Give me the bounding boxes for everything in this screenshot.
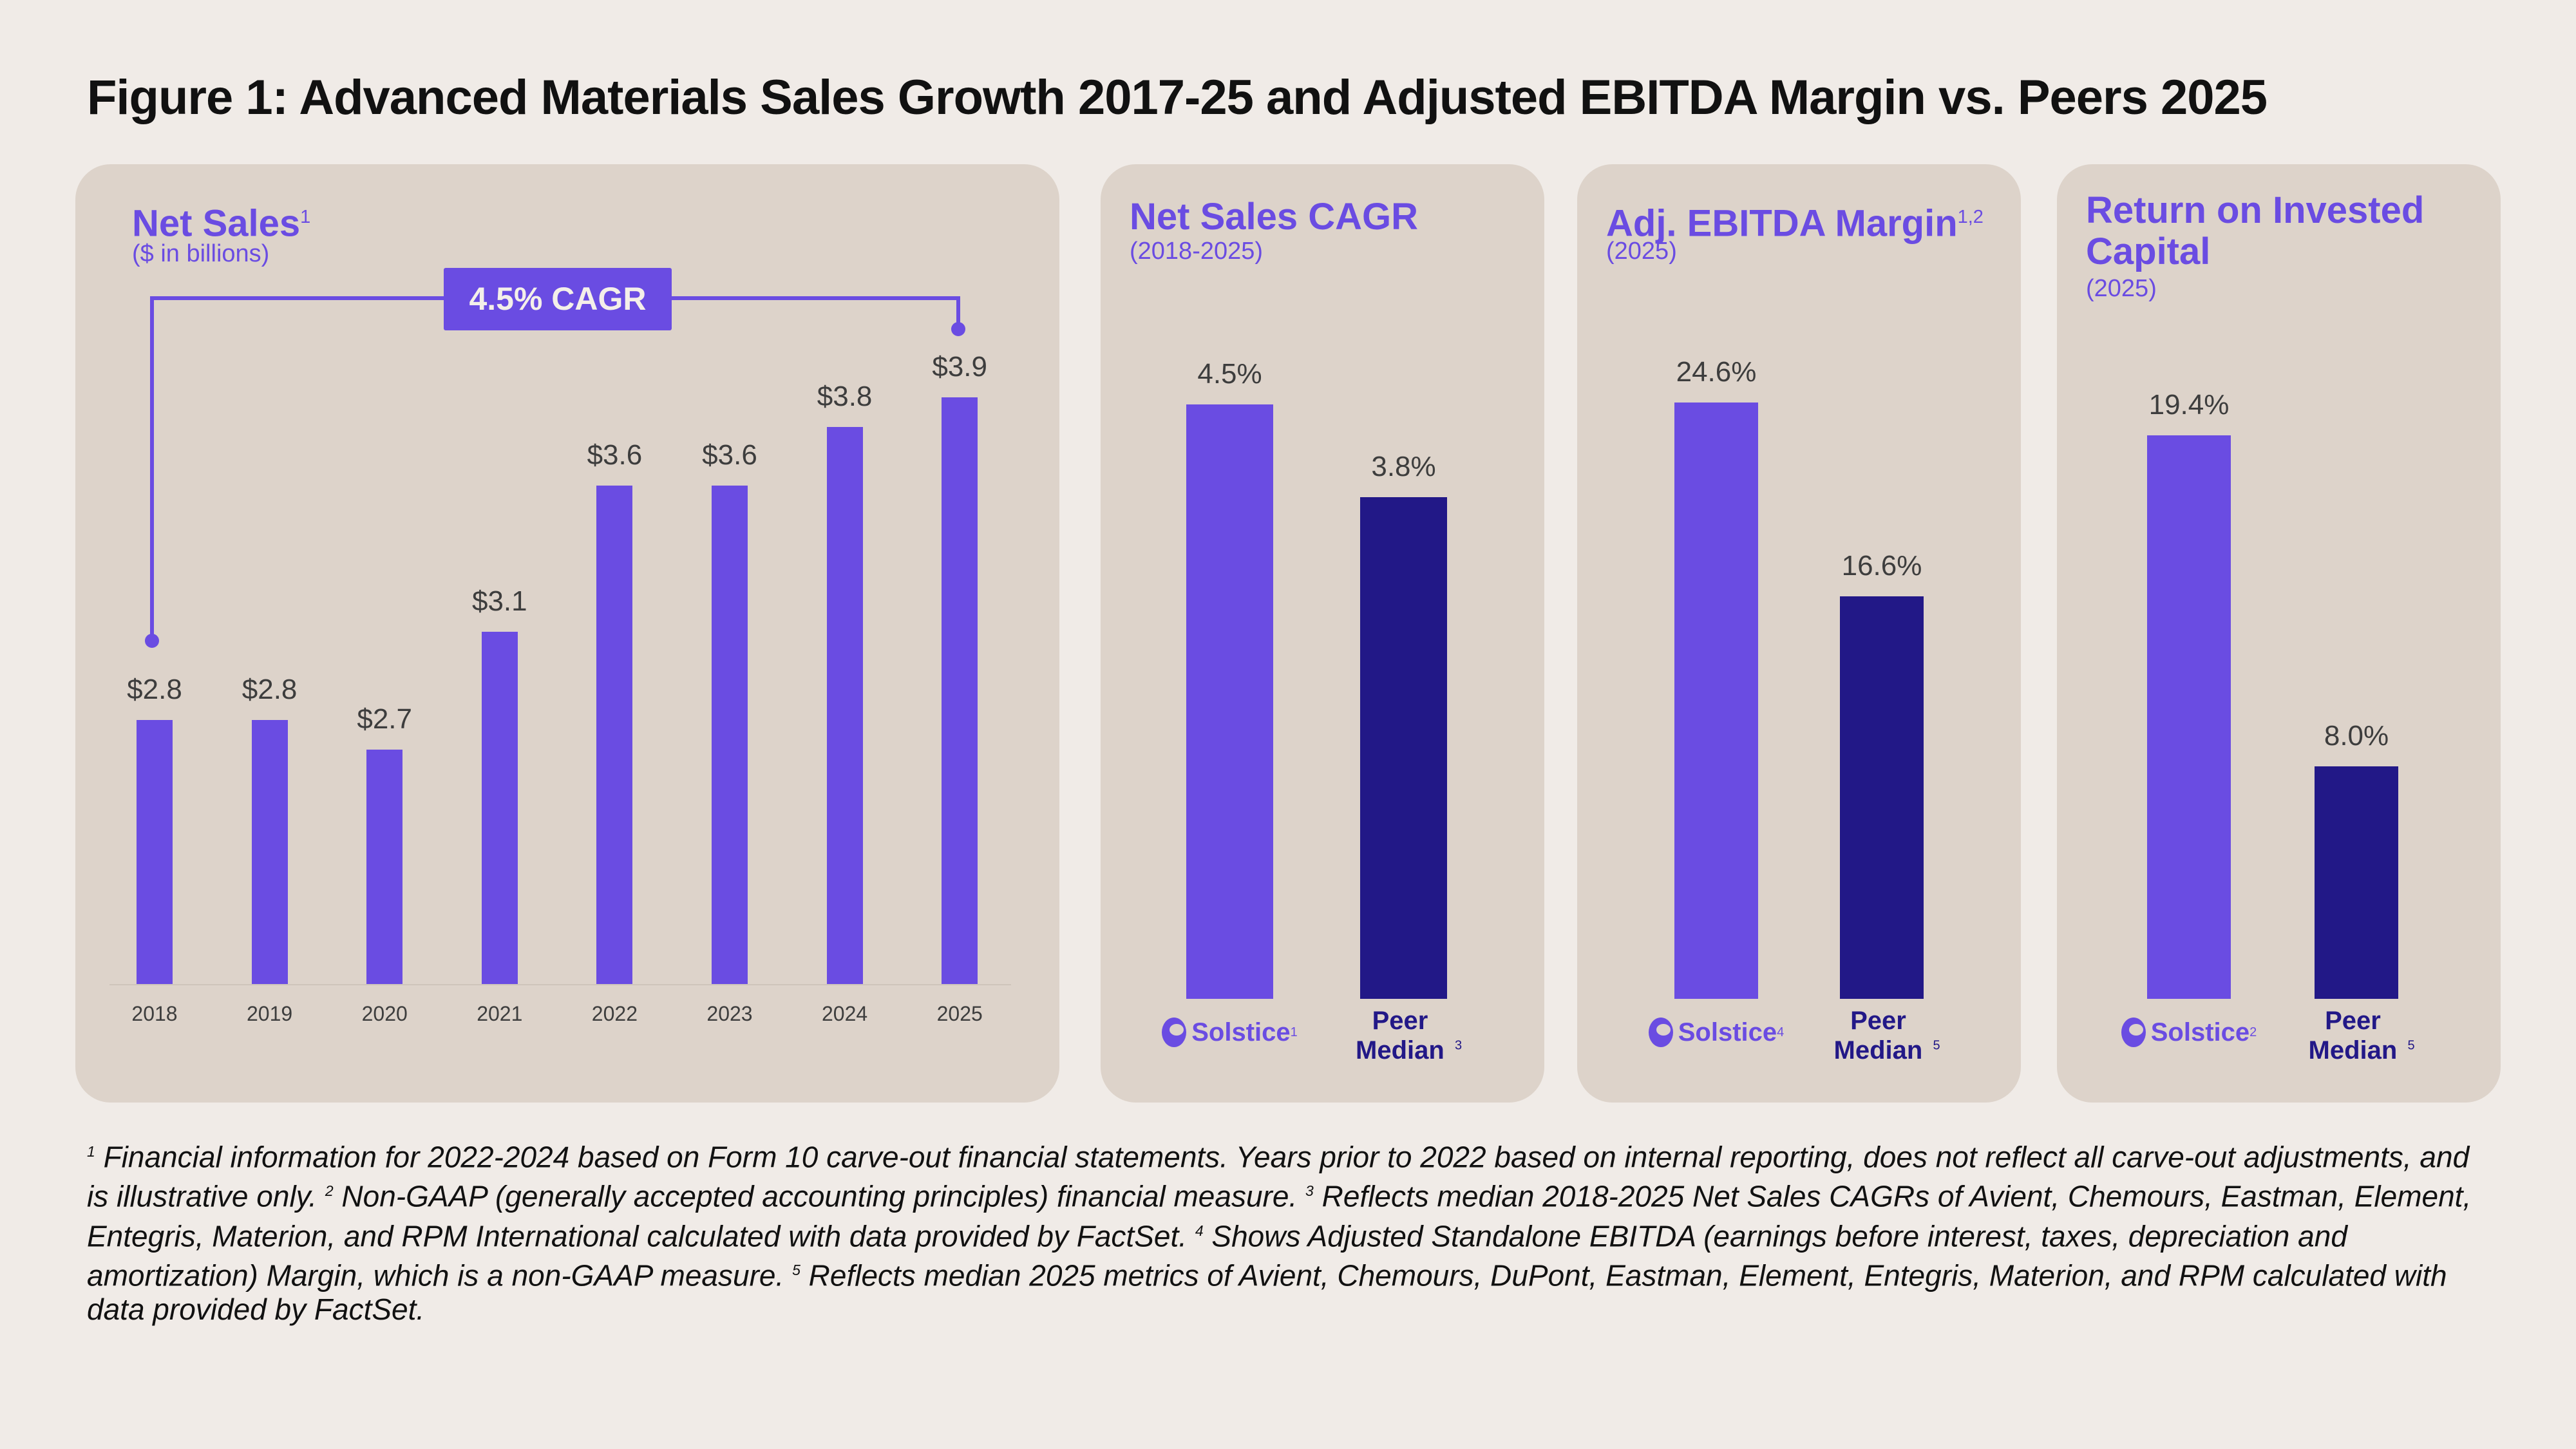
footnote-ref: 1,2 [1957,207,1984,227]
footnote-ref: 1 [1290,1025,1298,1039]
x-tick-label: 2024 [822,1002,868,1025]
data-label: $3.1 [471,585,527,618]
peer-median-label: Peer Median 5 [2273,1006,2440,1065]
data-label: 16.6% [1841,550,1922,582]
x-tick-label: 2022 [591,1002,638,1025]
solstice-logo-icon [1162,1018,1187,1047]
bar-solstice [2147,435,2231,999]
ebitda-margin-panel: Adj. EBITDA Margin1,2 (2025) [1577,164,2021,1103]
cagr-bracket-left [150,296,154,641]
cagr-badge: 4.5% CAGR [444,268,672,330]
category-label: Peer Median [2308,1007,2398,1065]
data-label: $3.6 [702,439,757,471]
category-label: Solstice [1678,1018,1777,1046]
panel-title-text: Net Sales [132,202,301,245]
solstice-logo-icon [2121,1018,2146,1047]
panel-title: Return on Invested Capital [2086,189,2425,272]
bar-solstice [1674,402,1758,999]
data-label: $2.7 [357,703,412,735]
bar-2020 [366,749,403,984]
data-label: 4.5% [1197,358,1262,390]
footnote-text: Reflects median 2025 metrics of Avient, … [87,1258,2447,1327]
category-label: Solstice [1191,1018,1291,1046]
net-sales-cagr-panel: Net Sales CAGR (2018-2025) [1101,164,1544,1103]
footnote-text: Financial information for 2022-2024 base… [87,1140,2470,1213]
panel-title: Adj. EBITDA Margin1,2 [1606,196,1984,244]
bar-solstice [1186,404,1273,999]
footnote-number: 4 [1195,1222,1204,1239]
solstice-logo-icon [1648,1018,1673,1047]
bar-peer-median [1360,497,1447,999]
panel-title-text: Adj. EBITDA Margin [1606,202,1958,245]
footnote-ref: 5 [1933,1038,1940,1053]
cagr-bracket-right-dot [951,322,965,336]
footnote-ref: 5 [2407,1038,2415,1053]
solstice-logo-label: Solstice 2 [2105,1018,2273,1047]
solstice-logo-label: Solstice 4 [1633,1018,1800,1047]
panel-subtitle: (2025) [2086,275,2157,302]
peer-median-label: Peer Median 3 [1320,1006,1488,1065]
bar-2022 [596,485,633,984]
category-label: Peer Median [1356,1007,1444,1065]
footnote-text: Non-GAAP (generally accepted accounting … [333,1179,1306,1213]
figure-title: Figure 1: Advanced Materials Sales Growt… [87,70,2268,125]
data-label: $2.8 [127,674,182,706]
footnotes: 1 Financial information for 2022-2024 ba… [87,1135,2496,1327]
footnote-number: 5 [792,1261,800,1278]
cagr-bracket-right [956,296,960,332]
data-label: $3.9 [932,351,987,383]
bar-2025 [942,397,978,984]
data-label: 24.6% [1676,356,1757,388]
cagr-bracket-left-dot [145,634,159,648]
footnote-ref: 1 [300,207,311,227]
x-tick-label: 2025 [936,1002,983,1025]
panel-subtitle: (2018-2025) [1130,238,1264,265]
bar-2023 [712,485,748,984]
data-label: 3.8% [1371,450,1436,482]
bar-2024 [826,426,863,984]
footnote-number: 2 [325,1182,334,1200]
footnote-text: Shows Adjusted Standalone EBITDA (earnin… [87,1218,2347,1293]
panel-subtitle: ($ in billions) [132,240,270,267]
x-tick-label: 2019 [247,1002,293,1025]
footnote-number: 3 [1305,1182,1314,1200]
footnote-ref: 2 [2249,1025,2257,1039]
data-label: 19.4% [2148,389,2230,421]
roic-panel: Return on Invested Capital (2025) [2057,164,2501,1103]
x-tick-label: 2020 [361,1002,408,1025]
bar-2021 [481,632,518,984]
x-axis-line [109,984,1011,985]
bar-peer-median [1840,596,1924,999]
panel-title: Net Sales1 [132,196,310,244]
footnote-text: Reflects median 2018-2025 Net Sales CAGR… [87,1179,2472,1253]
footnote-ref: 4 [1777,1025,1785,1039]
data-label: $3.6 [587,439,643,471]
solstice-logo-label: Solstice 1 [1146,1018,1314,1047]
bar-2018 [137,720,173,984]
footnote-number: 1 [87,1143,95,1160]
category-label: Peer Median [1833,1007,1923,1065]
x-tick-label: 2018 [131,1002,178,1025]
category-label: Solstice [2150,1018,2250,1046]
bar-2019 [251,720,288,984]
data-label: $3.8 [817,380,873,412]
x-tick-label: 2021 [477,1002,523,1025]
bar-peer-median [2315,766,2398,999]
panel-subtitle: (2025) [1606,238,1677,265]
panel-title: Net Sales CAGR [1130,196,1419,238]
x-tick-label: 2023 [706,1002,753,1025]
data-label: $2.8 [242,674,298,706]
peer-median-label: Peer Median 5 [1798,1006,1965,1065]
footnote-ref: 3 [1454,1038,1463,1053]
data-label: 8.0% [2324,720,2389,752]
